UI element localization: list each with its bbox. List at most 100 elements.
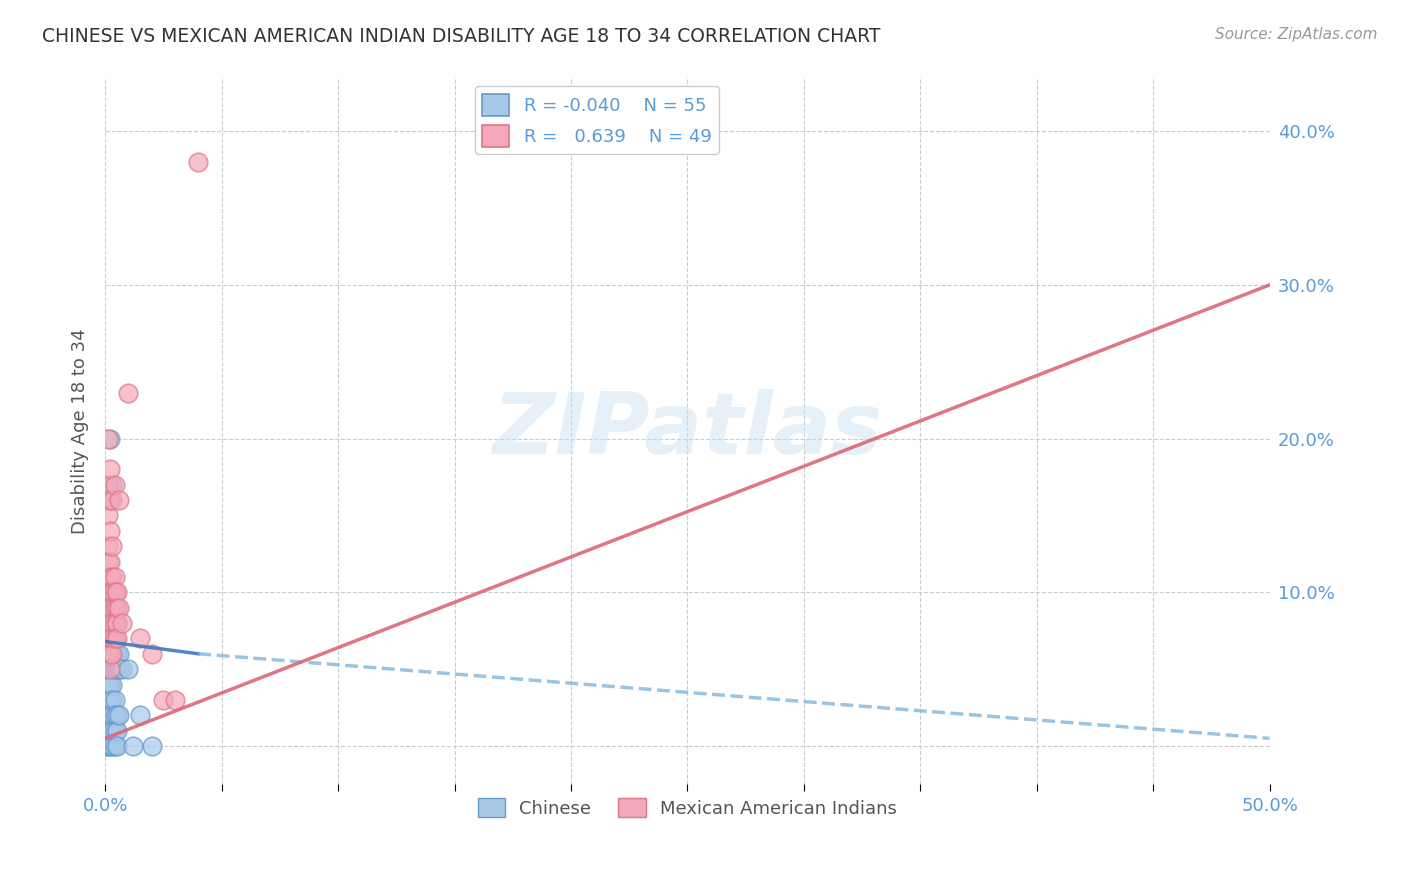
Point bbox=[101, 600, 124, 615]
Point bbox=[103, 585, 125, 599]
Point bbox=[96, 585, 118, 599]
Point bbox=[98, 632, 121, 646]
Point bbox=[129, 632, 152, 646]
Point bbox=[96, 615, 118, 630]
Point bbox=[98, 662, 121, 676]
Point bbox=[96, 615, 118, 630]
Point bbox=[108, 647, 131, 661]
Point bbox=[98, 708, 121, 723]
Point bbox=[101, 662, 124, 676]
Point bbox=[105, 585, 128, 599]
Point bbox=[103, 585, 125, 599]
Y-axis label: Disability Age 18 to 34: Disability Age 18 to 34 bbox=[72, 328, 89, 533]
Point bbox=[94, 662, 117, 676]
Point bbox=[129, 708, 152, 723]
Point bbox=[141, 647, 163, 661]
Point bbox=[98, 432, 121, 446]
Point bbox=[98, 600, 121, 615]
Point bbox=[98, 693, 121, 707]
Point bbox=[96, 477, 118, 491]
Point bbox=[105, 739, 128, 753]
Point bbox=[101, 493, 124, 508]
Point bbox=[101, 647, 124, 661]
Point bbox=[117, 385, 139, 400]
Point bbox=[98, 462, 121, 476]
Point bbox=[96, 693, 118, 707]
Point bbox=[96, 708, 118, 723]
Point bbox=[96, 600, 118, 615]
Point bbox=[122, 739, 145, 753]
Point bbox=[94, 632, 117, 646]
Point bbox=[187, 155, 209, 169]
Point bbox=[108, 662, 131, 676]
Point bbox=[96, 739, 118, 753]
Point bbox=[96, 539, 118, 553]
Point bbox=[98, 647, 121, 661]
Point bbox=[103, 477, 125, 491]
Point bbox=[94, 723, 117, 738]
Point bbox=[105, 662, 128, 676]
Point bbox=[103, 723, 125, 738]
Point bbox=[101, 615, 124, 630]
Point bbox=[117, 662, 139, 676]
Point bbox=[101, 693, 124, 707]
Point bbox=[96, 432, 118, 446]
Point bbox=[94, 585, 117, 599]
Point bbox=[103, 739, 125, 753]
Point bbox=[105, 632, 128, 646]
Point bbox=[165, 693, 187, 707]
Point bbox=[108, 600, 131, 615]
Point bbox=[96, 662, 118, 676]
Text: CHINESE VS MEXICAN AMERICAN INDIAN DISABILITY AGE 18 TO 34 CORRELATION CHART: CHINESE VS MEXICAN AMERICAN INDIAN DISAB… bbox=[42, 27, 880, 45]
Text: Source: ZipAtlas.com: Source: ZipAtlas.com bbox=[1215, 27, 1378, 42]
Point bbox=[108, 708, 131, 723]
Point bbox=[96, 647, 118, 661]
Point bbox=[101, 708, 124, 723]
Point bbox=[105, 615, 128, 630]
Point bbox=[98, 570, 121, 584]
Legend: Chinese, Mexican American Indians: Chinese, Mexican American Indians bbox=[471, 791, 904, 825]
Point bbox=[101, 677, 124, 691]
Point bbox=[98, 662, 121, 676]
Point bbox=[101, 585, 124, 599]
Point bbox=[110, 615, 132, 630]
Point bbox=[101, 570, 124, 584]
Point bbox=[103, 647, 125, 661]
Point bbox=[101, 615, 124, 630]
Point bbox=[103, 662, 125, 676]
Point bbox=[103, 632, 125, 646]
Point bbox=[105, 723, 128, 738]
Point bbox=[94, 739, 117, 753]
Point bbox=[96, 723, 118, 738]
Point bbox=[101, 647, 124, 661]
Point bbox=[94, 708, 117, 723]
Point bbox=[98, 647, 121, 661]
Point bbox=[103, 600, 125, 615]
Point bbox=[98, 677, 121, 691]
Point bbox=[98, 585, 121, 599]
Point bbox=[108, 493, 131, 508]
Point bbox=[96, 508, 118, 523]
Point bbox=[98, 524, 121, 538]
Point bbox=[98, 615, 121, 630]
Point bbox=[101, 539, 124, 553]
Point bbox=[105, 647, 128, 661]
Point bbox=[96, 677, 118, 691]
Point bbox=[96, 555, 118, 569]
Point bbox=[101, 632, 124, 646]
Point bbox=[105, 600, 128, 615]
Point bbox=[103, 570, 125, 584]
Point bbox=[98, 723, 121, 738]
Point bbox=[101, 723, 124, 738]
Point bbox=[103, 632, 125, 646]
Point bbox=[98, 632, 121, 646]
Point bbox=[103, 693, 125, 707]
Point bbox=[105, 615, 128, 630]
Point bbox=[98, 493, 121, 508]
Point bbox=[98, 739, 121, 753]
Point bbox=[105, 708, 128, 723]
Point bbox=[101, 632, 124, 646]
Point bbox=[103, 615, 125, 630]
Point bbox=[101, 739, 124, 753]
Point bbox=[98, 493, 121, 508]
